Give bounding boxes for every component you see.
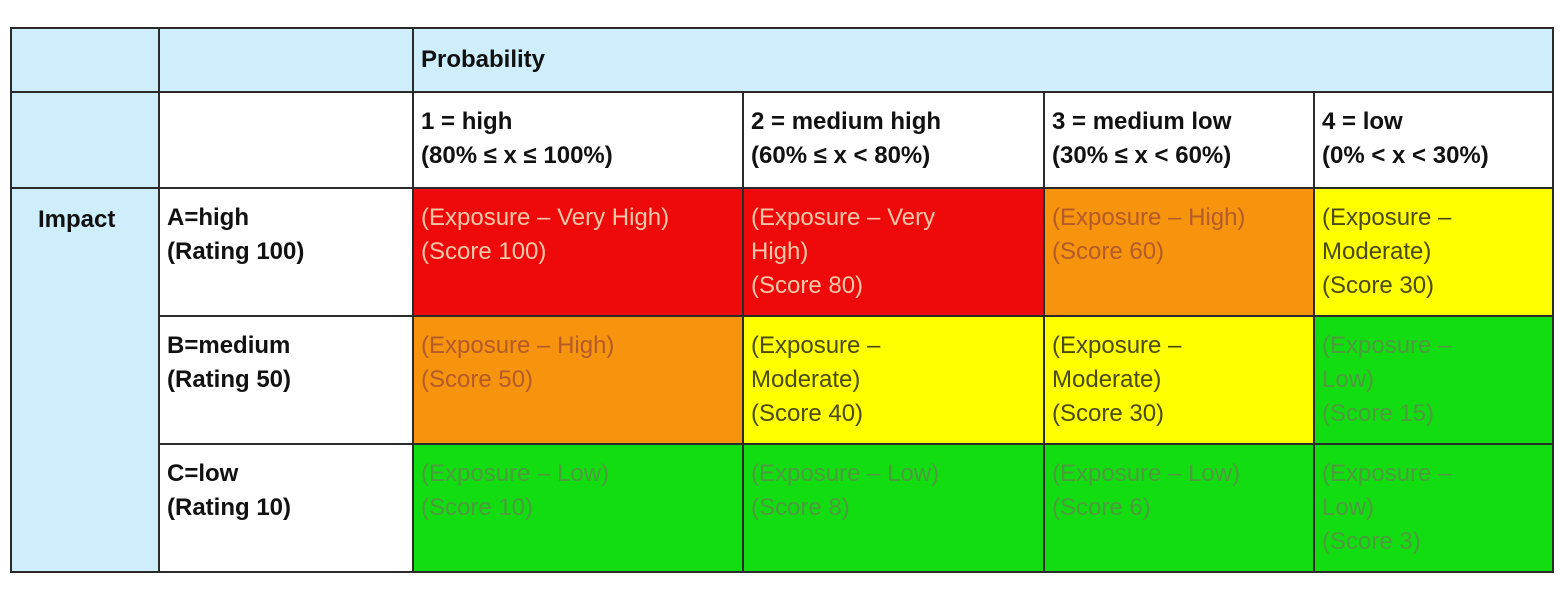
- probability-level-range: (80% ≤ x ≤ 100%): [421, 142, 613, 169]
- impact-level-name: C=low: [167, 460, 239, 487]
- exposure-text: (Exposure –: [1322, 204, 1452, 231]
- impact-label: Impact: [10, 187, 160, 573]
- probability-level-name: 3 = medium low: [1052, 108, 1232, 135]
- score-text: (Score 100): [421, 238, 547, 265]
- score-text: (Score 60): [1052, 238, 1165, 265]
- exposure-text: Moderate): [1052, 366, 1162, 393]
- exposure-cell: (Exposure – Moderate) (Score 30): [1313, 187, 1554, 317]
- exposure-text: Low): [1322, 366, 1375, 393]
- impact-level-label: C=low (Rating 10): [158, 443, 414, 573]
- probability-level-header: 3 = medium low (30% ≤ x < 60%): [1043, 91, 1315, 189]
- corner-cell-2: [158, 27, 414, 93]
- score-text: (Score 30): [1322, 272, 1435, 299]
- exposure-cell: (Exposure – Low) (Score 15): [1313, 315, 1554, 445]
- risk-matrix-table: Probability 1 = high (80% ≤ x ≤ 100%) 2 …: [10, 27, 1554, 573]
- exposure-text: (Exposure – High): [1052, 204, 1246, 231]
- exposure-cell: (Exposure – Low) (Score 6): [1043, 443, 1315, 573]
- probability-level-range: (30% ≤ x < 60%): [1052, 142, 1232, 169]
- probability-level-header: 1 = high (80% ≤ x ≤ 100%): [412, 91, 744, 189]
- exposure-text: (Exposure – Low): [751, 460, 940, 487]
- exposure-text: (Exposure – Low): [1052, 460, 1241, 487]
- impact-row: Impact A=high (Rating 100) (Exposure – V…: [10, 187, 1554, 573]
- exposure-cell: (Exposure – Low) (Score 3): [1313, 443, 1554, 573]
- score-text: (Score 10): [421, 494, 534, 521]
- score-text: (Score 15): [1322, 400, 1435, 427]
- score-text: (Score 80): [751, 272, 864, 299]
- impact-row: C=low (Rating 10) (Exposure – Low) (Scor…: [11, 443, 1554, 573]
- exposure-text: (Exposure –: [1322, 460, 1452, 487]
- probability-level-name: 1 = high: [421, 108, 513, 135]
- score-text: (Score 40): [751, 400, 864, 427]
- header-row-probability: Probability: [10, 27, 1554, 93]
- exposure-text: Moderate): [751, 366, 861, 393]
- exposure-cell: (Exposure – High) (Score 50): [412, 315, 744, 445]
- exposure-text: High): [751, 238, 809, 265]
- probability-level-name: 2 = medium high: [751, 108, 942, 135]
- score-text: (Score 3): [1322, 528, 1421, 555]
- exposure-text: (Exposure – Low): [421, 460, 610, 487]
- impact-row: B=medium (Rating 50) (Exposure – High) (…: [11, 315, 1554, 445]
- score-text: (Score 8): [751, 494, 850, 521]
- impact-level-rating: (Rating 50): [167, 366, 292, 393]
- probability-level-range: (60% ≤ x < 80%): [751, 142, 931, 169]
- score-text: (Score 50): [421, 366, 534, 393]
- probability-level-header: 4 = low (0% < x < 30%): [1313, 91, 1554, 189]
- exposure-text: (Exposure –: [751, 332, 881, 359]
- exposure-text: Low): [1322, 494, 1375, 521]
- impact-column-spacer: [10, 91, 160, 189]
- exposure-text: (Exposure – Very High): [421, 204, 670, 231]
- exposure-text: (Exposure – High): [421, 332, 615, 359]
- exposure-cell: (Exposure – Low) (Score 8): [742, 443, 1045, 573]
- exposure-cell: (Exposure – Moderate) (Score 40): [742, 315, 1045, 445]
- score-text: (Score 6): [1052, 494, 1151, 521]
- exposure-cell: (Exposure – Very High) (Score 80): [742, 187, 1045, 317]
- impact-level-rating: (Rating 100): [167, 238, 305, 265]
- impact-level-label: B=medium (Rating 50): [158, 315, 414, 445]
- header-row-levels: 1 = high (80% ≤ x ≤ 100%) 2 = medium hig…: [10, 91, 1554, 189]
- exposure-cell: (Exposure – Very High) (Score 100): [412, 187, 744, 317]
- impact-level-label: A=high (Rating 100): [158, 187, 414, 317]
- label-column-spacer: [158, 91, 414, 189]
- impact-level-name: A=high: [167, 204, 249, 231]
- exposure-text: Moderate): [1322, 238, 1432, 265]
- exposure-cell: (Exposure – High) (Score 60): [1043, 187, 1315, 317]
- probability-level-header: 2 = medium high (60% ≤ x < 80%): [742, 91, 1045, 189]
- exposure-cell: (Exposure – Low) (Score 10): [412, 443, 744, 573]
- probability-level-range: (0% < x < 30%): [1322, 142, 1489, 169]
- probability-level-name: 4 = low: [1322, 108, 1403, 135]
- probability-header: Probability: [412, 27, 1554, 93]
- corner-cell: [10, 27, 160, 93]
- score-text: (Score 30): [1052, 400, 1165, 427]
- exposure-cell: (Exposure – Moderate) (Score 30): [1043, 315, 1315, 445]
- impact-level-name: B=medium: [167, 332, 291, 359]
- exposure-text: (Exposure –: [1052, 332, 1182, 359]
- impact-level-rating: (Rating 10): [167, 494, 292, 521]
- exposure-text: (Exposure – Very: [751, 204, 936, 231]
- exposure-text: (Exposure –: [1322, 332, 1452, 359]
